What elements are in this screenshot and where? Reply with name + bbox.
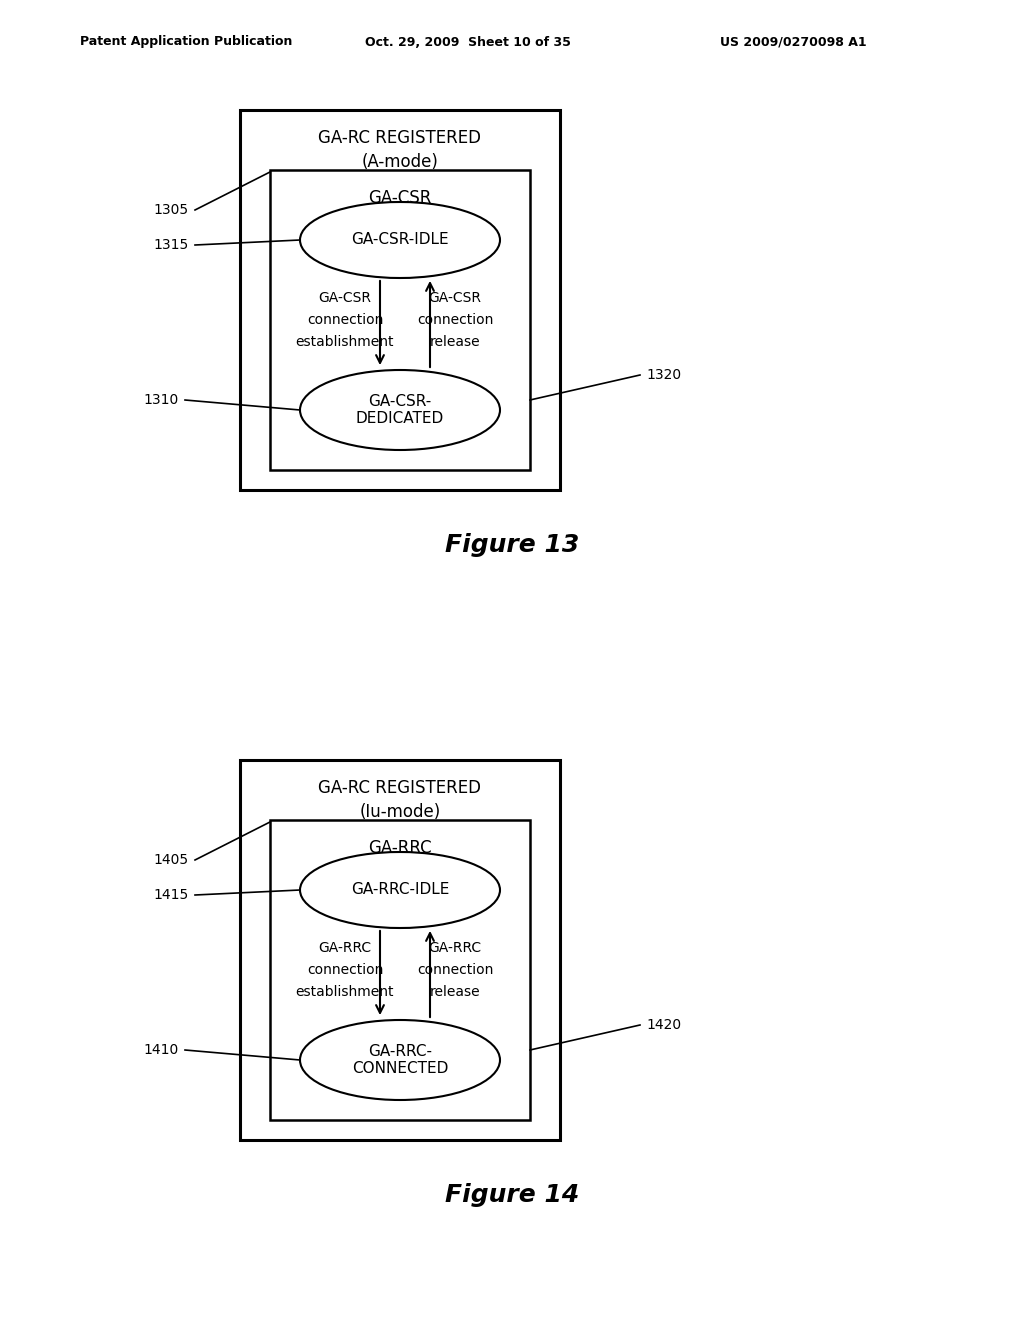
Text: US 2009/0270098 A1: US 2009/0270098 A1 — [720, 36, 866, 49]
Text: 1405: 1405 — [154, 853, 189, 867]
Text: GA-RRC: GA-RRC — [318, 941, 372, 954]
Text: GA-RC REGISTERED: GA-RC REGISTERED — [318, 779, 481, 797]
Text: 1315: 1315 — [154, 238, 189, 252]
Text: 1310: 1310 — [143, 393, 179, 407]
Text: GA-CSR-
DEDICATED: GA-CSR- DEDICATED — [356, 393, 444, 426]
Text: GA-RRC-IDLE: GA-RRC-IDLE — [351, 883, 450, 898]
Ellipse shape — [300, 851, 500, 928]
Text: Patent Application Publication: Patent Application Publication — [80, 36, 293, 49]
Text: GA-RRC: GA-RRC — [428, 941, 481, 954]
Text: 1320: 1320 — [646, 368, 681, 381]
Text: release: release — [430, 335, 480, 348]
Text: GA-CSR: GA-CSR — [318, 290, 372, 305]
Text: (A-mode): (A-mode) — [361, 153, 438, 172]
Bar — [270, 170, 530, 470]
Text: GA-CSR-IDLE: GA-CSR-IDLE — [351, 232, 449, 248]
Text: connection: connection — [417, 964, 494, 977]
Text: 1410: 1410 — [143, 1043, 179, 1057]
Text: 1415: 1415 — [154, 888, 189, 902]
Text: GA-RC REGISTERED: GA-RC REGISTERED — [318, 129, 481, 147]
Ellipse shape — [300, 370, 500, 450]
Text: GA-CSR: GA-CSR — [369, 189, 432, 207]
Text: connection: connection — [417, 313, 494, 327]
Text: 1420: 1420 — [646, 1018, 681, 1032]
Text: establishment: establishment — [296, 335, 394, 348]
Text: GA-CSR: GA-CSR — [428, 290, 481, 305]
Text: release: release — [430, 985, 480, 999]
Bar — [270, 820, 530, 1119]
Text: (Iu-mode): (Iu-mode) — [359, 803, 440, 821]
Text: connection: connection — [307, 313, 383, 327]
Bar — [240, 110, 560, 490]
Text: connection: connection — [307, 964, 383, 977]
Bar — [240, 760, 560, 1140]
Text: Figure 14: Figure 14 — [444, 1183, 580, 1206]
Text: GA-RRC: GA-RRC — [369, 840, 432, 857]
Text: Oct. 29, 2009  Sheet 10 of 35: Oct. 29, 2009 Sheet 10 of 35 — [365, 36, 570, 49]
Text: Figure 13: Figure 13 — [444, 533, 580, 557]
Text: 1305: 1305 — [154, 203, 189, 216]
Ellipse shape — [300, 202, 500, 279]
Ellipse shape — [300, 1020, 500, 1100]
Text: GA-RRC-
CONNECTED: GA-RRC- CONNECTED — [352, 1044, 449, 1076]
Text: establishment: establishment — [296, 985, 394, 999]
